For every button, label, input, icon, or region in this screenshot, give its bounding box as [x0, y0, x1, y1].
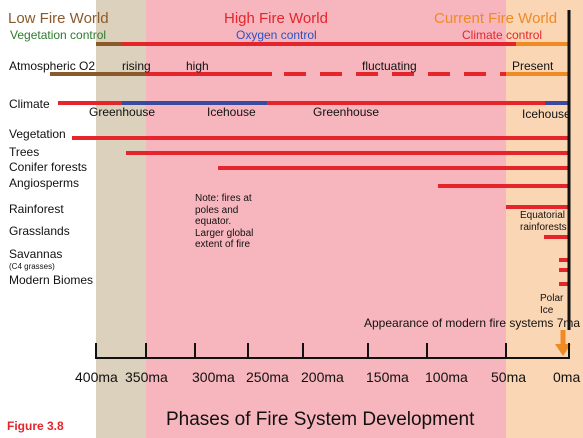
o2-present-label: Present [512, 59, 554, 73]
o2-high-label: high [186, 59, 209, 73]
x-axis-ticks [95, 343, 570, 359]
row-label-grasslands: Grasslands [9, 224, 70, 238]
tick-label-250ma: 250ma [246, 369, 289, 385]
modern-fire-systems-label: Appearance of modern fire systems 7ma [364, 316, 581, 330]
equatorial-rainforests-label: Equatorial rainforests [520, 210, 567, 233]
row-label-vegetation: Vegetation [9, 127, 66, 141]
row-label-modern-biomes: Modern Biomes [9, 273, 94, 287]
figure-label: Figure 3.8 [7, 419, 64, 433]
tick-label-350ma: 350ma [125, 369, 168, 385]
o2-fluctuating-label: fluctuating [362, 59, 417, 73]
tick-label-200ma: 200ma [301, 369, 344, 385]
tick-label-50ma: 50ma [491, 369, 527, 385]
row-label-climate: Climate [9, 97, 50, 111]
low-fire-world-title: Low Fire World [8, 10, 109, 27]
high-fire-world-title: High Fire World [224, 10, 328, 27]
polar-ice-label: Polar Ice [540, 293, 564, 316]
row-label-angiosperms: Angiosperms [9, 176, 80, 190]
oxygen-control-label: Oxygen control [236, 28, 317, 42]
fire-extent-note: Note: fires at poles and equator. Larger… [195, 193, 254, 250]
row-label-trees: Trees [9, 145, 40, 159]
current-fire-world-title: Current Fire World [434, 10, 558, 27]
climate-icehouse-2-label: Icehouse [522, 107, 571, 121]
tick-label-300ma: 300ma [192, 369, 235, 385]
tick-label-400ma: 400ma [75, 369, 118, 385]
climate-greenhouse-1-label: Greenhouse [89, 105, 156, 119]
row-label-rainforest: Rainforest [9, 202, 64, 216]
tick-label-0ma: 0ma [553, 369, 581, 385]
row-label-conifer: Conifer forests [9, 160, 88, 174]
tick-label-100ma: 100ma [425, 369, 468, 385]
o2-rising-label: rising [122, 59, 151, 73]
row-label-atmospheric-o2: Atmospheric O2 [9, 59, 96, 73]
climate-control-label: Climate control [462, 28, 543, 42]
row-label-savannas: Savannas [9, 247, 63, 261]
climate-greenhouse-2-label: Greenhouse [313, 105, 380, 119]
row-label-c4-grasses: (C4 grasses) [9, 262, 55, 271]
vegetation-control-label: Vegetation control [10, 28, 107, 42]
modern-fire-arrow-head [555, 344, 571, 356]
climate-icehouse-1-label: Icehouse [207, 105, 256, 119]
axis-title: Phases of Fire System Development [166, 409, 475, 430]
tick-label-150ma: 150ma [366, 369, 409, 385]
